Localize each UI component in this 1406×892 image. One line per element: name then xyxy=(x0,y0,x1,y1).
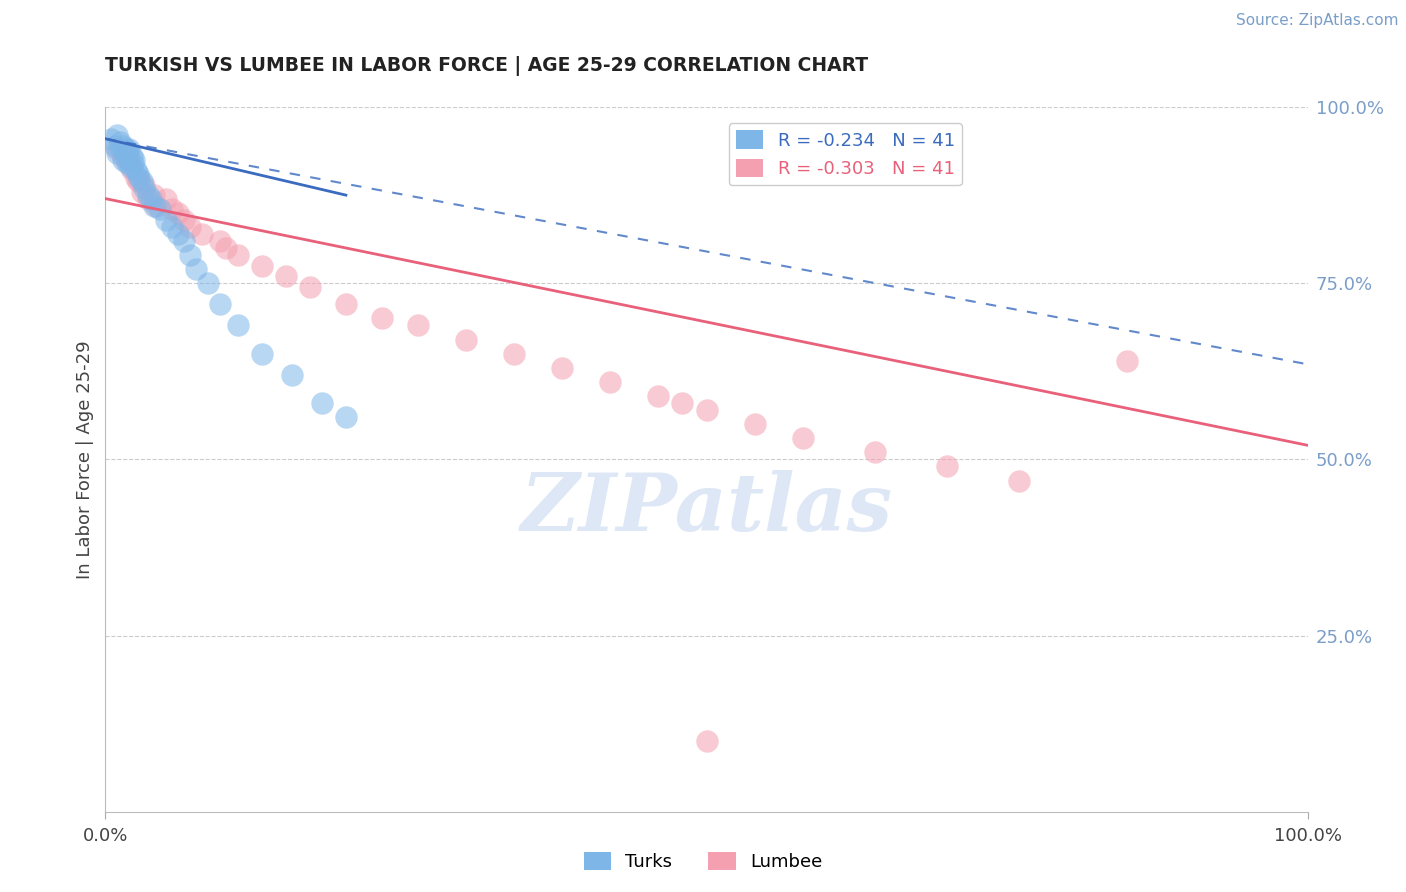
Point xyxy=(744,417,766,431)
Point xyxy=(166,205,188,219)
Point xyxy=(136,188,159,202)
Point xyxy=(160,202,183,217)
Point xyxy=(124,170,146,185)
Point xyxy=(118,142,141,156)
Point xyxy=(122,156,145,170)
Point xyxy=(118,153,141,167)
Point xyxy=(115,156,138,170)
Point xyxy=(208,297,231,311)
Point xyxy=(551,360,574,375)
Point xyxy=(647,389,669,403)
Point xyxy=(1008,474,1031,488)
Point xyxy=(112,149,135,163)
Point xyxy=(104,138,127,153)
Point xyxy=(131,174,153,188)
Point xyxy=(131,185,153,199)
Point xyxy=(936,459,959,474)
Point xyxy=(406,318,429,333)
Point xyxy=(250,346,273,360)
Point xyxy=(142,199,165,213)
Point xyxy=(107,142,129,156)
Point xyxy=(503,346,526,360)
Text: TURKISH VS LUMBEE IN LABOR FORCE | AGE 25-29 CORRELATION CHART: TURKISH VS LUMBEE IN LABOR FORCE | AGE 2… xyxy=(105,56,869,76)
Point xyxy=(115,153,138,167)
Point xyxy=(115,142,138,156)
Point xyxy=(114,145,136,160)
Point xyxy=(226,318,249,333)
Point xyxy=(208,234,231,248)
Point xyxy=(250,259,273,273)
Point xyxy=(311,396,333,410)
Legend: Turks, Lumbee: Turks, Lumbee xyxy=(576,845,830,879)
Point xyxy=(599,375,621,389)
Y-axis label: In Labor Force | Age 25-29: In Labor Force | Age 25-29 xyxy=(76,340,94,579)
Point xyxy=(335,410,357,425)
Point xyxy=(454,333,477,347)
Point xyxy=(173,234,195,248)
Point xyxy=(173,212,195,227)
Text: ZIPatlas: ZIPatlas xyxy=(520,470,893,548)
Point xyxy=(184,262,207,277)
Point xyxy=(124,153,146,167)
Point xyxy=(160,219,183,234)
Point xyxy=(112,138,135,153)
Point xyxy=(226,248,249,262)
Point xyxy=(128,170,150,185)
Point xyxy=(127,167,149,181)
Legend: R = -0.234   N = 41, R = -0.303   N = 41: R = -0.234 N = 41, R = -0.303 N = 41 xyxy=(728,123,962,186)
Point xyxy=(671,396,693,410)
Point xyxy=(145,199,167,213)
Point xyxy=(696,734,718,748)
Point xyxy=(132,178,155,192)
Point xyxy=(132,181,155,195)
Point xyxy=(863,445,886,459)
Point xyxy=(107,145,129,160)
Point xyxy=(100,132,122,146)
Point xyxy=(179,219,201,234)
Point xyxy=(108,135,131,149)
Point xyxy=(197,277,219,291)
Point xyxy=(148,202,170,217)
Point xyxy=(696,403,718,417)
Text: Source: ZipAtlas.com: Source: ZipAtlas.com xyxy=(1236,13,1399,29)
Point xyxy=(139,192,162,206)
Point xyxy=(371,311,394,326)
Point xyxy=(124,163,146,178)
Point xyxy=(298,279,321,293)
Point xyxy=(190,227,212,241)
Point xyxy=(117,144,139,158)
Point xyxy=(118,156,141,170)
Point xyxy=(166,227,188,241)
Point xyxy=(107,128,129,143)
Point xyxy=(179,248,201,262)
Point xyxy=(155,192,177,206)
Point xyxy=(274,269,297,284)
Point xyxy=(214,241,236,255)
Point xyxy=(155,212,177,227)
Point xyxy=(792,431,814,445)
Point xyxy=(281,368,304,382)
Point xyxy=(120,160,142,174)
Point xyxy=(121,163,143,178)
Point xyxy=(335,297,357,311)
Point xyxy=(127,174,149,188)
Point xyxy=(1116,353,1139,368)
Point xyxy=(121,149,143,163)
Point xyxy=(115,149,138,163)
Point xyxy=(112,153,135,167)
Point xyxy=(110,142,132,156)
Point xyxy=(142,188,165,202)
Point xyxy=(136,192,159,206)
